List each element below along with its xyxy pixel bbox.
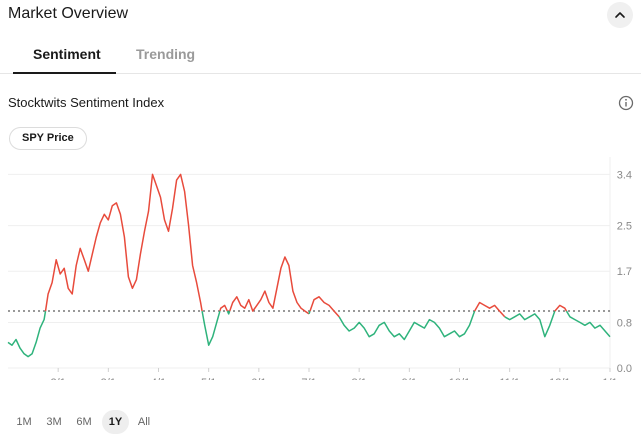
range-6m[interactable]: 6M — [76, 416, 92, 428]
sentiment-line-above — [309, 296, 340, 318]
range-3m[interactable]: 3M — [46, 416, 62, 428]
x-tick-label: 6/1 — [251, 377, 266, 380]
active-tab-indicator — [13, 72, 116, 74]
x-tick-label: 5/1 — [201, 377, 216, 380]
tab-sentiment[interactable]: Sentiment — [33, 46, 101, 62]
sentiment-line-above — [219, 304, 229, 312]
page-title: Market Overview — [8, 5, 129, 22]
range-1y[interactable]: 1Y — [102, 410, 129, 434]
x-tick-label: 12/1 — [549, 377, 570, 380]
x-tick-label: 4/1 — [151, 377, 166, 380]
x-tick-label: 1/1 — [602, 377, 617, 380]
sentiment-line-below — [504, 310, 556, 338]
range-all[interactable]: All — [137, 416, 151, 428]
sentiment-line-above — [228, 256, 310, 315]
x-tick-label: 2/1 — [51, 377, 66, 380]
x-tick-label: 3/1 — [101, 377, 116, 380]
x-tick-label: 7/1 — [301, 377, 316, 380]
tab-bar: Sentiment Trending — [0, 36, 641, 74]
sentiment-line-above — [44, 173, 203, 312]
sentiment-line-below — [308, 310, 311, 315]
sentiment-line-above — [554, 304, 568, 312]
y-tick-label: 2.5 — [617, 221, 632, 233]
sentiment-line-below — [201, 310, 221, 346]
y-tick-label: 0.0 — [617, 363, 632, 375]
header: Market Overview — [0, 0, 641, 30]
collapse-button[interactable] — [607, 2, 633, 28]
y-tick-label: 1.7 — [617, 266, 632, 278]
section-title: Stocktwits Sentiment Index — [8, 95, 165, 110]
range-selector: 1M 3M 6M 1Y All — [0, 410, 200, 434]
sentiment-chart: 3.4 2.5 1.7 0.8 0.0 2/1 3/1 4/1 5/1 6/1 7/1 8/1 9/1 1… — [7, 157, 632, 380]
x-tick-label: 10/1 — [449, 377, 470, 380]
x-tick-label: 9/1 — [402, 377, 417, 380]
chevron-up-icon — [615, 12, 625, 18]
sentiment-line-below — [338, 310, 476, 341]
sentiment-line-below — [565, 310, 611, 338]
info-icon[interactable] — [618, 95, 634, 111]
tab-trending[interactable]: Trending — [136, 46, 196, 62]
y-tick-label: 3.4 — [617, 169, 632, 181]
x-tick-label: 11/1 — [499, 377, 520, 380]
range-1m[interactable]: 1M — [16, 416, 32, 428]
sentiment-line-below — [7, 310, 47, 358]
sentiment-line-below — [226, 310, 231, 315]
sentiment-line-above — [473, 301, 506, 318]
spy-price-toggle[interactable]: SPY Price — [9, 127, 87, 150]
x-tick-label: 8/1 — [352, 377, 367, 380]
y-tick-label: 0.8 — [617, 317, 632, 329]
